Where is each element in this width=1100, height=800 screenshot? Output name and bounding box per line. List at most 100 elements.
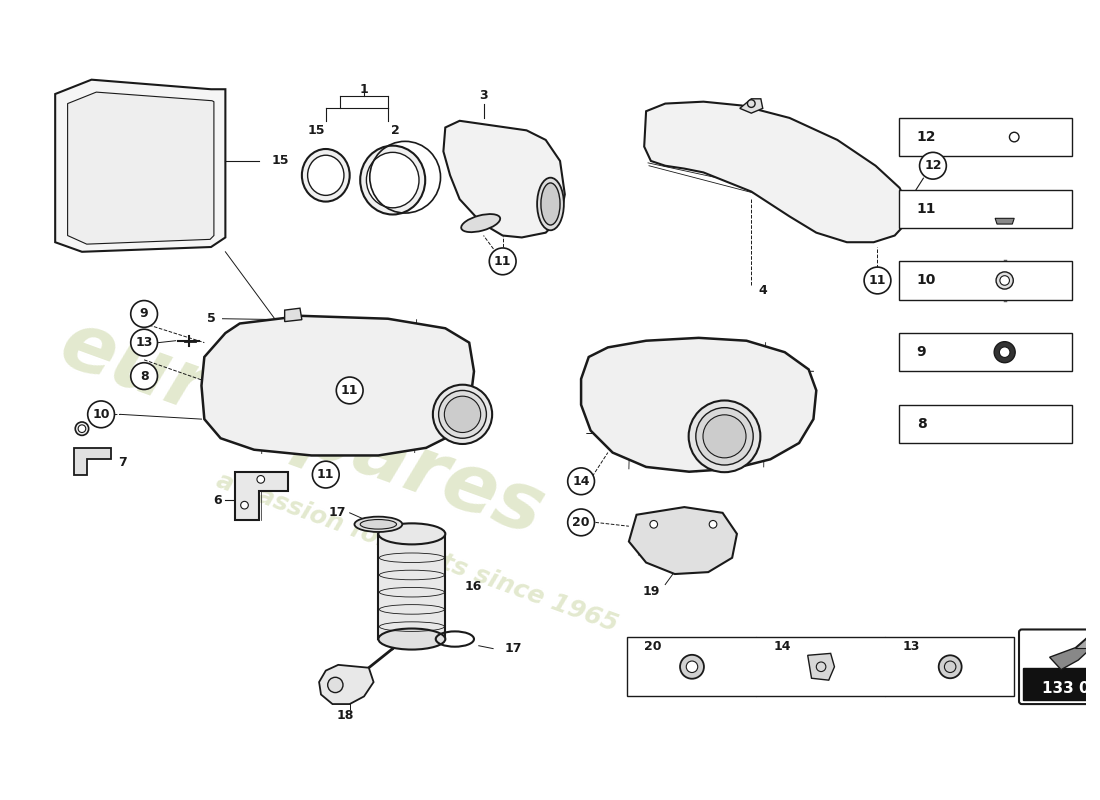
FancyBboxPatch shape (900, 190, 1071, 228)
FancyBboxPatch shape (900, 118, 1071, 156)
Text: 14: 14 (773, 640, 791, 653)
Ellipse shape (439, 390, 486, 438)
Text: 15: 15 (272, 154, 289, 167)
Text: 8: 8 (140, 370, 148, 382)
Text: 11: 11 (916, 202, 936, 216)
Text: 9: 9 (140, 307, 148, 321)
Polygon shape (581, 338, 816, 472)
Ellipse shape (257, 475, 265, 483)
Ellipse shape (366, 152, 419, 208)
Text: 19: 19 (642, 585, 660, 598)
Polygon shape (629, 507, 737, 574)
Ellipse shape (308, 155, 344, 195)
Ellipse shape (997, 272, 1013, 289)
Ellipse shape (241, 502, 249, 509)
Text: 12: 12 (924, 159, 942, 172)
Text: 15: 15 (308, 124, 324, 137)
FancyBboxPatch shape (1023, 668, 1100, 700)
Circle shape (337, 377, 363, 404)
Circle shape (88, 401, 114, 428)
Ellipse shape (360, 519, 396, 529)
FancyBboxPatch shape (900, 333, 1071, 371)
Ellipse shape (461, 214, 500, 232)
Text: 16: 16 (464, 580, 482, 593)
Ellipse shape (301, 149, 350, 202)
Circle shape (865, 267, 891, 294)
Ellipse shape (994, 342, 1015, 362)
Text: 7: 7 (119, 456, 126, 469)
Ellipse shape (360, 146, 426, 214)
Ellipse shape (938, 655, 961, 678)
Text: 18: 18 (337, 709, 353, 722)
Text: 11: 11 (494, 255, 512, 268)
FancyBboxPatch shape (900, 262, 1071, 300)
Circle shape (920, 152, 946, 179)
Text: 9: 9 (916, 345, 926, 359)
Text: 20: 20 (645, 640, 662, 653)
Circle shape (568, 509, 594, 536)
Polygon shape (201, 316, 474, 455)
Ellipse shape (1000, 276, 1010, 286)
Circle shape (131, 330, 157, 356)
Polygon shape (645, 102, 909, 242)
Ellipse shape (748, 100, 755, 107)
Ellipse shape (328, 678, 343, 693)
Ellipse shape (537, 178, 564, 230)
Ellipse shape (75, 422, 89, 435)
Text: 8: 8 (916, 417, 926, 431)
Text: 11: 11 (869, 274, 887, 287)
Text: 11: 11 (341, 384, 359, 397)
Ellipse shape (1010, 132, 1019, 142)
FancyBboxPatch shape (900, 405, 1071, 443)
Text: 4: 4 (759, 283, 768, 297)
Ellipse shape (378, 629, 446, 650)
Circle shape (490, 248, 516, 274)
Polygon shape (807, 654, 835, 680)
Circle shape (131, 362, 157, 390)
Ellipse shape (686, 661, 697, 673)
FancyBboxPatch shape (627, 637, 1014, 697)
FancyBboxPatch shape (1019, 630, 1100, 704)
Ellipse shape (680, 655, 704, 678)
Circle shape (131, 301, 157, 327)
Text: 6: 6 (213, 494, 222, 507)
Polygon shape (996, 218, 1014, 224)
Polygon shape (235, 472, 287, 519)
Text: 14: 14 (572, 474, 590, 488)
Polygon shape (443, 121, 564, 238)
Ellipse shape (354, 517, 403, 532)
Polygon shape (285, 308, 301, 322)
Text: 17: 17 (329, 506, 346, 519)
Text: 12: 12 (916, 130, 936, 144)
Polygon shape (1076, 635, 1091, 648)
Text: 13: 13 (135, 336, 153, 349)
Text: 20: 20 (572, 516, 590, 529)
Text: eurospares: eurospares (50, 305, 554, 552)
Ellipse shape (710, 521, 717, 528)
Polygon shape (55, 80, 225, 252)
Text: 17: 17 (505, 642, 522, 655)
Text: 10: 10 (92, 408, 110, 421)
Ellipse shape (703, 415, 746, 458)
Ellipse shape (378, 523, 446, 544)
Ellipse shape (78, 425, 86, 433)
Ellipse shape (433, 385, 492, 444)
Text: 133 08: 133 08 (1042, 682, 1100, 696)
Ellipse shape (650, 521, 658, 528)
Ellipse shape (541, 183, 560, 225)
Polygon shape (319, 665, 374, 704)
Text: 2: 2 (392, 124, 400, 137)
Polygon shape (75, 448, 111, 474)
Text: 5: 5 (207, 312, 216, 326)
Text: 11: 11 (317, 468, 334, 481)
Text: 1: 1 (360, 82, 368, 96)
Text: 3: 3 (480, 90, 488, 102)
Circle shape (568, 468, 594, 494)
Ellipse shape (689, 401, 760, 472)
Ellipse shape (1000, 347, 1010, 358)
Polygon shape (67, 92, 213, 244)
Polygon shape (1049, 635, 1091, 670)
Ellipse shape (444, 396, 481, 433)
Ellipse shape (696, 408, 754, 465)
Text: 13: 13 (902, 640, 920, 653)
